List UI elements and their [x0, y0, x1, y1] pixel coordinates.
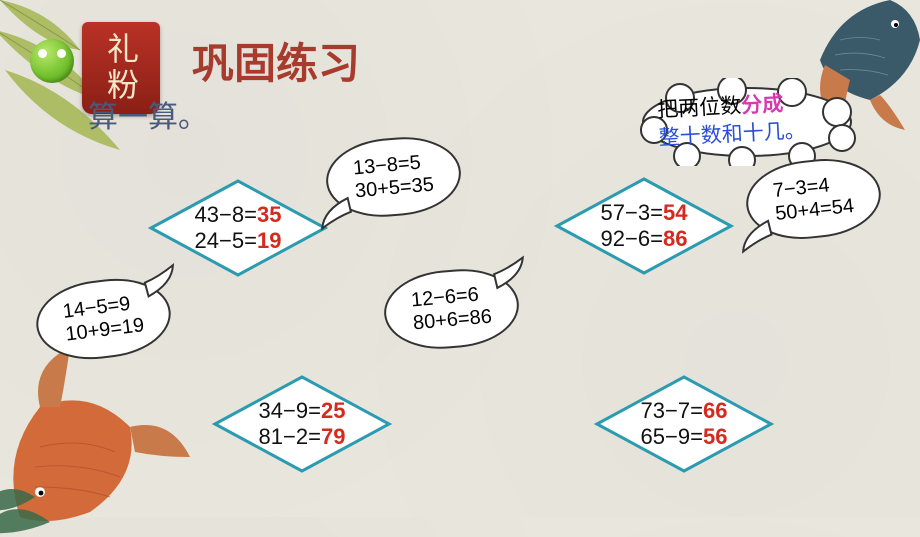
equation: 57−3=54 [601, 200, 688, 226]
hint-cloud: 把两位数分成 整十数和十几。 [632, 78, 862, 166]
equation-answer: 25 [321, 398, 345, 423]
equation: 34−9=25 [259, 398, 346, 424]
equation: 24−5=19 [195, 228, 282, 254]
speech-bubble: 14−5=910+9=19 [32, 272, 175, 366]
bubble-tail-icon [737, 210, 781, 254]
speech-bubble: 7−3=450+4=54 [742, 153, 884, 245]
hint-text: 把两位数分成 整十数和十几。 [657, 88, 807, 152]
bubble-tail-icon [317, 187, 360, 230]
equation-lhs: 34−9= [259, 398, 321, 423]
page-title: 巩固练习 [192, 30, 360, 91]
hint-line2: 整十数和十几。 [658, 118, 806, 150]
equation-answer: 79 [321, 424, 345, 449]
equation-lhs: 92−6= [601, 226, 663, 251]
equation-answer: 86 [663, 226, 687, 251]
equation-lhs: 65−9= [641, 424, 703, 449]
equation: 65−9=56 [641, 424, 728, 450]
diamond-card: 43−8=3524−5=19 [148, 178, 328, 278]
diamond-card: 57−3=5492−6=86 [554, 176, 734, 276]
equation-lhs: 43−8= [195, 202, 257, 227]
diamond-card: 73−7=6665−9=56 [594, 374, 774, 474]
hint-highlight: 分成 [741, 91, 784, 117]
bubble-tail-icon [485, 255, 528, 298]
equation: 43−8=35 [195, 202, 282, 228]
equation-lhs: 57−3= [601, 200, 663, 225]
equation-answer: 56 [703, 424, 727, 449]
title-row: 巩固练习 [30, 30, 360, 91]
equation-lhs: 73−7= [641, 398, 703, 423]
equation-lhs: 81−2= [259, 424, 321, 449]
speech-bubble: 12−6=680+6=86 [381, 264, 522, 353]
equation-answer: 35 [257, 202, 281, 227]
subtitle: 算一算。 [88, 92, 208, 136]
speech-bubble: 13−8=530+5=35 [323, 132, 464, 221]
penguin-icon [30, 39, 74, 83]
bubble-tail-icon [135, 263, 180, 308]
hint-prefix: 把两位数 [657, 93, 742, 121]
equation-answer: 66 [703, 398, 727, 423]
equation-answer: 54 [663, 200, 687, 225]
equation: 92−6=86 [601, 226, 688, 252]
equation-answer: 19 [257, 228, 281, 253]
equation-lhs: 24−5= [195, 228, 257, 253]
diamond-card: 34−9=2581−2=79 [212, 374, 392, 474]
equation: 73−7=66 [641, 398, 728, 424]
equation: 81−2=79 [259, 424, 346, 450]
